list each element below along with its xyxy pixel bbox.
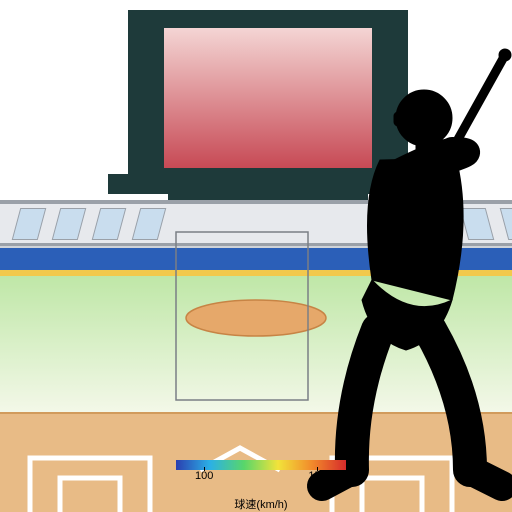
- legend-gradient-bar: [176, 460, 346, 470]
- legend-tick: 150: [308, 470, 326, 482]
- batter-silhouette: [0, 0, 512, 512]
- legend-title: 球速(km/h): [176, 496, 346, 512]
- legend-tick: 100: [195, 470, 213, 482]
- speed-legend: 100 150 球速(km/h): [176, 460, 346, 512]
